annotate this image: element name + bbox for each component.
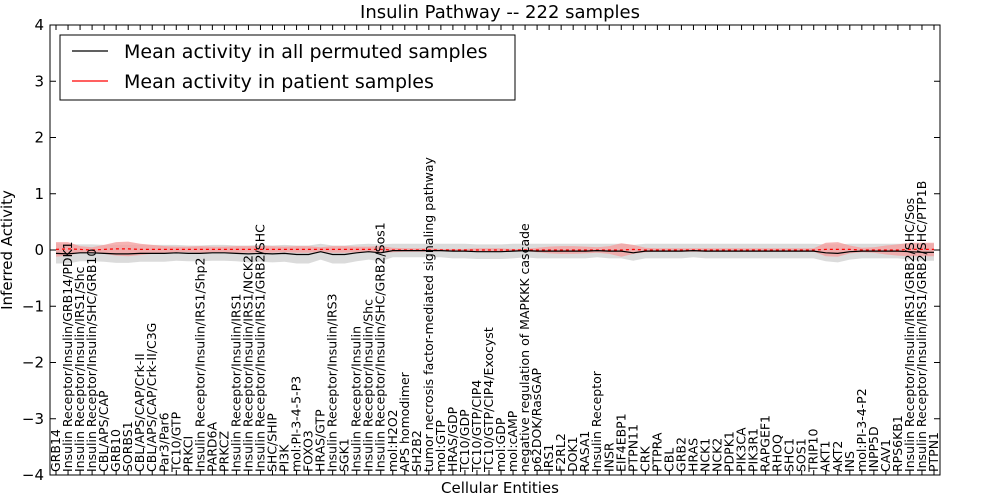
category-label: tumor necrosis factor-mediated signaling… — [421, 156, 436, 472]
category-label: CBL/APS/CAP/Crk-II — [132, 353, 147, 472]
x-axis-label: Cellular Entities — [441, 479, 559, 497]
category-label: SOS1 — [794, 438, 809, 472]
category-label: EIF4EBP1 — [613, 413, 628, 472]
category-label: GRB2 — [673, 437, 688, 472]
category-label: CBL — [661, 448, 676, 472]
category-label: PARD6A — [204, 421, 219, 472]
category-label: Insulin Receptor/Insulin/IRS1/GRB2/SHC/S… — [902, 198, 917, 472]
y-axis-label: Inferred Activity — [0, 190, 16, 310]
category-label: TC10/GTP/CIP4 — [469, 380, 484, 473]
category-label: PTPN1 — [926, 432, 941, 472]
category-label: Insulin Receptor/Insulin/IRS1/Shp2 — [192, 258, 207, 472]
category-label: INSR — [601, 442, 616, 472]
category-label: p62DOK/RasGAP — [529, 367, 544, 472]
category-label: SH2B2 — [409, 430, 424, 472]
category-label: SORBS1 — [120, 421, 135, 472]
category-label: Insulin Receptor/Insulin/IRS1 — [228, 293, 243, 471]
category-label: TC10/GTP — [168, 411, 183, 473]
category-label: Insulin Receptor — [589, 370, 604, 472]
category-label: Insulin Receptor/Insulin/Shc — [361, 299, 376, 472]
category-label: mol:GDP — [493, 417, 508, 472]
category-label: CBL/APS/CAP — [96, 390, 111, 472]
legend-entry-permuted: Mean activity in all permuted samples — [124, 41, 487, 63]
category-label: RPS6KB1 — [890, 415, 905, 472]
y-tick-label: −1 — [22, 297, 44, 315]
category-label: Insulin Receptor/Insulin/IRS1/Shc — [72, 266, 87, 472]
category-label: NCK2 — [710, 438, 725, 472]
y-tick-label: −3 — [22, 410, 44, 428]
y-tick-label: 0 — [34, 241, 44, 259]
category-label: Insulin Receptor/Insulin/SHC/GRB10 — [84, 249, 99, 472]
category-label: AKT2 — [830, 441, 845, 472]
category-label: Insulin Receptor/Insulin — [349, 326, 364, 472]
category-label: RASA1 — [577, 431, 592, 472]
category-label: TRIP10 — [806, 428, 821, 472]
category-label: GRB14 — [48, 429, 63, 472]
patient-confidence-band — [56, 241, 934, 257]
category-label: DOK1 — [565, 436, 580, 472]
category-label: Insulin Receptor/Insulin/IRS1/GRB2/SHC — [253, 224, 268, 472]
y-tick-label: 2 — [34, 129, 44, 147]
category-label: Insulin Receptor/Insulin/GRB14/PDK1 — [60, 241, 75, 472]
category-label: Insulin Receptor/Insulin/IRS3 — [325, 293, 340, 471]
category-label: Insulin Receptor/Insulin/IRS1/NCK2 — [240, 255, 255, 472]
category-label: NCK1 — [698, 438, 713, 472]
category-label: TC10/GTP/CIP4/Exocyst — [481, 327, 496, 473]
category-label: CBL/APS/CAP/Crk-II/C3G — [144, 323, 159, 472]
category-label: APS homodimer — [397, 371, 412, 472]
y-tick-label: 3 — [34, 72, 44, 90]
category-label: CRK — [637, 446, 652, 472]
category-label: Par3/Par6 — [156, 412, 171, 472]
category-label: SGK1 — [337, 438, 352, 472]
legend-box — [59, 34, 516, 101]
category-label: Insulin Receptor/Insulin/SHC/GRB2/Sos1 — [373, 222, 388, 472]
category-label: PRKCI — [180, 436, 195, 472]
y-tick-label: −4 — [22, 466, 44, 484]
y-tick-label: 4 — [34, 16, 44, 34]
category-label: IRS1 — [541, 444, 556, 472]
legend: Mean activity in all permuted samples Me… — [59, 34, 516, 101]
category-label: HRAS/GTP — [313, 409, 328, 472]
category-label: SHC1 — [782, 438, 797, 472]
category-label: TC10/GDP — [457, 409, 472, 473]
y-tick-label: −2 — [22, 354, 44, 372]
category-label: mol:GTP — [433, 420, 448, 472]
legend-entry-patient: Mean activity in patient samples — [124, 71, 434, 93]
category-label: PTPN11 — [625, 424, 640, 472]
category-label: negative regulation of MAPKKK cascade — [517, 223, 532, 472]
category-label: RAPGEF1 — [758, 415, 773, 472]
category-label: mol:cAMP — [505, 410, 520, 472]
category-label: mol:PI-3-4-P2 — [854, 388, 869, 472]
category-label: F2RL2 — [553, 433, 568, 472]
y-tick-label: 1 — [34, 185, 44, 203]
category-label: PIK3CA — [734, 427, 749, 472]
category-label: FOXO3 — [301, 430, 316, 472]
series-line-patient — [55, 248, 934, 251]
axes: −4 −3 −2 −1 0 1 2 3 4 — [22, 16, 941, 484]
plot-area — [55, 241, 934, 264]
category-label: SHC/SHIP — [265, 413, 280, 472]
category-label: mol:PI-3-4-5-P3 — [289, 376, 304, 472]
category-label: INPP5D — [866, 426, 881, 472]
category-label: HRAS/GDP — [445, 406, 460, 472]
category-label: PRKCZ — [216, 431, 231, 472]
category-label: RHOQ — [770, 434, 785, 472]
series-line-permuted — [55, 249, 934, 256]
chart-title: Insulin Pathway -- 222 samples — [360, 2, 640, 23]
category-label: Insulin Receptor/Insulin/IRS1/GRB2/SHC/P… — [914, 181, 929, 472]
category-label: GRB10 — [108, 429, 123, 472]
category-label: INS — [842, 451, 857, 472]
category-label: PIK3R1 — [746, 428, 761, 472]
category-label: mol:H2O2 — [385, 409, 400, 472]
category-label: AKT1 — [818, 441, 833, 472]
category-label: CAV1 — [878, 439, 893, 472]
category-label: PDPK1 — [722, 431, 737, 472]
category-label: PI3K — [277, 444, 292, 472]
category-label: PTPRA — [649, 432, 664, 472]
category-label: HRAS — [685, 438, 700, 472]
